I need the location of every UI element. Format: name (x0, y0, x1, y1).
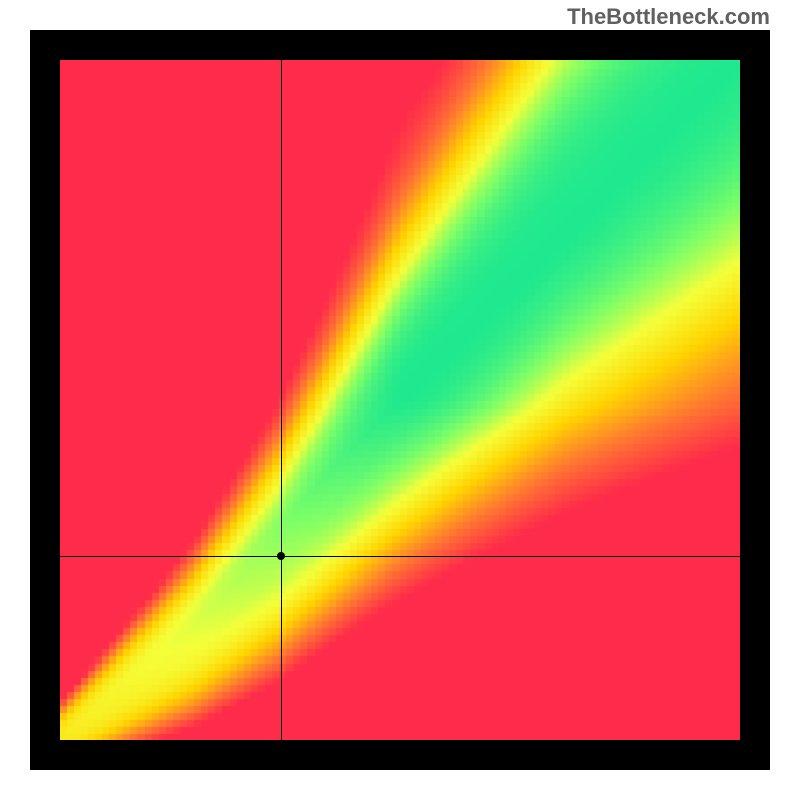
crosshair-marker-dot (277, 552, 285, 560)
crosshair-horizontal-line (60, 556, 740, 557)
watermark-text: TheBottleneck.com (567, 4, 770, 30)
bottleneck-heatmap (60, 60, 740, 740)
crosshair-vertical-line (281, 60, 282, 740)
chart-frame (30, 30, 770, 770)
